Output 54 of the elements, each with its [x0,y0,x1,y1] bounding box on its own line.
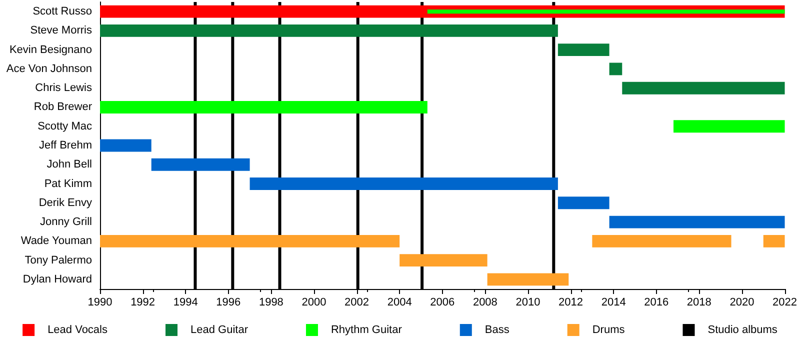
x-tick-label: 2004 [387,296,412,308]
legend-label: Studio albums [708,324,778,336]
bar [609,216,785,228]
bar [100,101,428,114]
bar [763,234,785,248]
bar [487,273,569,286]
bar [673,120,785,133]
x-tick-label: 1996 [216,296,241,308]
x-tick-label: 2022 [772,296,798,308]
legend-label: Drums [592,324,626,336]
y-tick-label: Ace Von Johnson [6,62,92,75]
bar [558,44,610,56]
x-tick-label: 1998 [258,296,284,308]
y-tick-label: Jeff Brehm [39,140,92,152]
y-tick-label: Scotty Mac [38,120,92,132]
y-tick-label: Tony Palermo [24,254,92,266]
y-tick-label: Rob Brewer [34,101,92,114]
x-tick-label: 2000 [302,296,326,308]
bar [592,234,732,248]
y-tick-label: Kevin Besignano [9,44,92,56]
bar [100,234,400,248]
y-tick-label: Pat Kimm [44,178,92,190]
bar [100,24,558,37]
x-tick-label: 1992 [130,296,156,308]
y-tick-label: Dylan Howard [22,273,92,286]
y-tick-label: Scott Russo [32,6,92,18]
y-tick-label: John Bell [46,158,92,171]
bar [400,254,488,267]
x-tick-label: 2008 [472,296,498,308]
y-tick-label: Jonny Grill [40,216,92,228]
x-tick-label: 2020 [730,296,754,308]
legend-label: Lead Guitar [190,324,248,336]
bar [250,178,558,190]
y-tick-label: Steve Morris [30,24,92,37]
x-tick-label: 2002 [344,296,370,308]
x-tick-label: 1990 [88,296,112,308]
bar [609,62,622,76]
y-tick-label: Derik Envy [38,196,92,209]
x-tick-label: 2018 [686,296,712,308]
bar [100,139,152,152]
bar [151,158,250,171]
legend-label: Rhythm Guitar [330,324,402,336]
x-tick-label: 2012 [558,296,584,308]
bar [558,196,610,210]
x-tick-label: 2010 [516,296,540,308]
x-tick-label: 2006 [430,296,455,308]
x-tick-label: 1994 [173,296,198,308]
legend-label: Bass [484,324,510,336]
legend-label: Lead Vocals [48,324,108,336]
y-tick-label: Chris Lewis [35,82,92,94]
y-tick-label: Wade Youman [20,235,92,248]
x-tick-label: 2014 [601,296,626,308]
bar [622,82,785,94]
x-tick-label: 2016 [644,296,669,308]
